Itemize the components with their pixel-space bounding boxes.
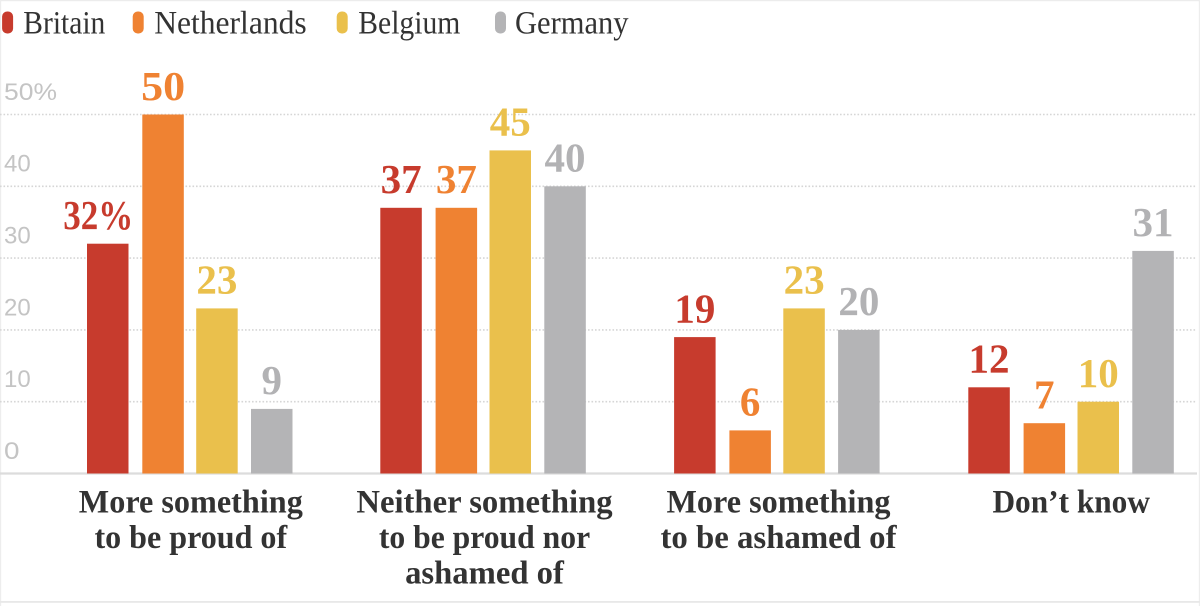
svg-text:20: 20 xyxy=(838,278,879,324)
svg-text:20: 20 xyxy=(4,294,31,321)
svg-text:23: 23 xyxy=(784,257,825,303)
svg-text:37: 37 xyxy=(436,156,477,202)
svg-text:45: 45 xyxy=(490,99,531,145)
svg-text:Britain: Britain xyxy=(23,6,105,42)
svg-text:30: 30 xyxy=(4,223,31,250)
svg-text:37: 37 xyxy=(381,156,422,202)
svg-text:Neither something: Neither something xyxy=(356,484,613,520)
svg-text:6: 6 xyxy=(740,379,761,425)
svg-text:More something: More something xyxy=(79,484,303,520)
svg-text:10: 10 xyxy=(4,366,31,393)
svg-text:10: 10 xyxy=(1078,350,1119,396)
svg-text:31: 31 xyxy=(1133,199,1174,245)
svg-text:Belgium: Belgium xyxy=(358,6,460,42)
svg-text:19: 19 xyxy=(674,285,715,331)
svg-text:40: 40 xyxy=(545,135,586,181)
svg-text:7: 7 xyxy=(1034,372,1055,418)
svg-text:32%: 32% xyxy=(63,192,133,238)
svg-text:ashamed of: ashamed of xyxy=(405,556,565,592)
svg-text:23: 23 xyxy=(196,257,237,303)
svg-text:More something: More something xyxy=(667,484,891,520)
svg-text:50: 50 xyxy=(141,63,185,109)
svg-text:Germany: Germany xyxy=(515,6,629,42)
svg-text:12: 12 xyxy=(969,336,1010,382)
svg-text:to be proud of: to be proud of xyxy=(94,520,288,556)
svg-text:50%: 50% xyxy=(4,79,57,106)
svg-text:0: 0 xyxy=(4,438,20,465)
svg-text:to be proud nor: to be proud nor xyxy=(379,520,590,556)
svg-text:Don’t know: Don’t know xyxy=(992,484,1150,520)
svg-text:40: 40 xyxy=(4,151,31,178)
svg-text:9: 9 xyxy=(262,357,283,403)
svg-text:Netherlands: Netherlands xyxy=(154,6,307,42)
svg-text:to be ashamed of: to be ashamed of xyxy=(661,520,898,556)
